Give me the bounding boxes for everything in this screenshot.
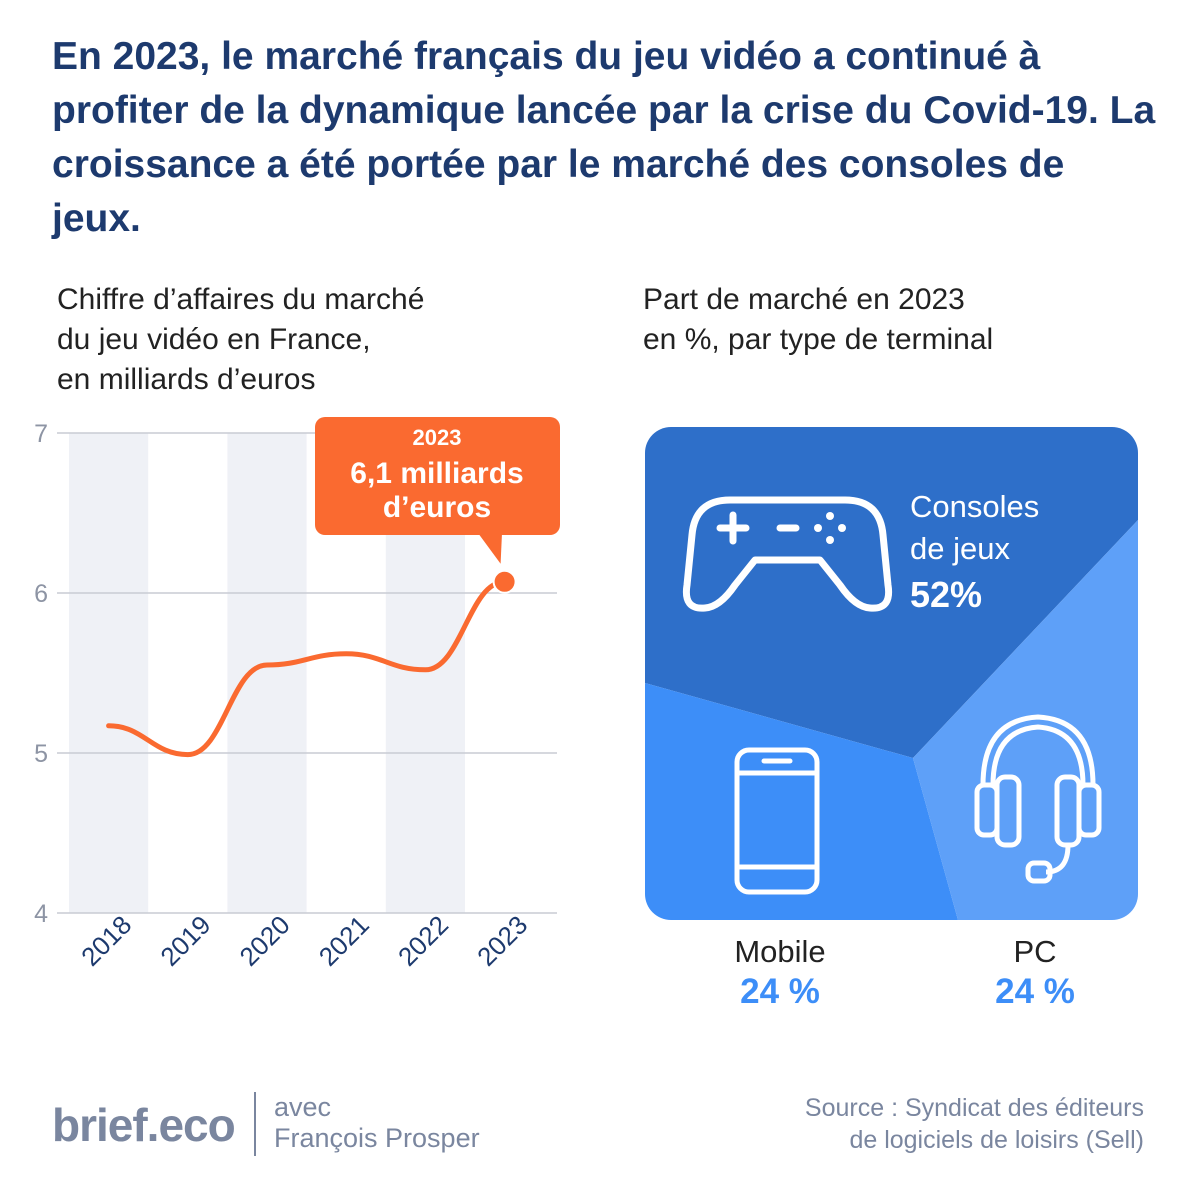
mobile-value: 24 % bbox=[740, 972, 820, 1011]
callout-pointer bbox=[478, 533, 502, 564]
pc-value: 24 % bbox=[995, 972, 1075, 1011]
footer-credit-line: François Prosper bbox=[274, 1123, 480, 1153]
x-tick-label: 2022 bbox=[392, 910, 454, 972]
pie-chart-subtitle-line: en %, par type de terminal bbox=[643, 323, 994, 356]
year-band bbox=[227, 433, 307, 913]
mobile-label: Mobile 24 % bbox=[700, 933, 860, 1013]
source-line: Source : Syndicat des éditeurs bbox=[804, 1094, 1144, 1122]
year-band bbox=[69, 433, 149, 913]
consoles-value: 52% bbox=[910, 574, 983, 615]
consoles-name: Consoles de jeux bbox=[910, 486, 1039, 570]
headset-icon bbox=[974, 714, 1102, 884]
line-chart-subtitle-line: du jeu vidéo en France, bbox=[57, 323, 371, 356]
pie-slice-mobile bbox=[645, 683, 958, 920]
footer-credit-line: avec bbox=[274, 1092, 332, 1122]
pie-chart-subtitle-line: Part de marché en 2023 bbox=[643, 283, 965, 316]
smartphone-icon bbox=[734, 747, 820, 895]
callout-year: 2023 bbox=[413, 425, 462, 450]
callout-text: 6,1 milliards bbox=[350, 457, 523, 490]
x-tick-label: 2019 bbox=[154, 910, 216, 972]
line-chart-subtitle-line: en milliards d’euros bbox=[57, 363, 316, 396]
end-point bbox=[492, 569, 517, 594]
brand-logo: brief.eco bbox=[52, 1099, 236, 1151]
pc-label: PC 24 % bbox=[955, 933, 1115, 1013]
pie-chart-subtitle: Part de marché en 2023 en %, par type de… bbox=[643, 280, 993, 360]
headline: En 2023, le marché français du jeu vidéo… bbox=[52, 35, 1156, 240]
x-tick-label: 2023 bbox=[471, 910, 533, 972]
gamepad-icon bbox=[682, 496, 893, 612]
y-tick-label: 5 bbox=[34, 740, 48, 768]
callout-text: d’euros bbox=[383, 491, 491, 524]
footer-credit: avec François Prosper bbox=[274, 1092, 480, 1154]
revenue-line-chart: 4 5 6 7 2018 2019 2020 2021 2022 2023 2023 6,1 m… bbox=[34, 417, 560, 972]
line-chart-subtitle: Chiffre d’affaires du marché du jeu vidé… bbox=[57, 280, 424, 400]
footer-divider bbox=[254, 1092, 256, 1156]
pc-name: PC bbox=[1013, 934, 1057, 969]
callout-box bbox=[315, 417, 560, 535]
x-tick-label: 2021 bbox=[313, 910, 375, 972]
consoles-name-line: Consoles bbox=[910, 489, 1040, 524]
callout-2023: 2023 6,1 milliards d’euros bbox=[315, 417, 560, 564]
source-line: de logiciels de loisirs (Sell) bbox=[849, 1126, 1144, 1154]
mobile-name: Mobile bbox=[734, 934, 826, 969]
y-tick-label: 7 bbox=[34, 420, 48, 448]
x-tick-label: 2018 bbox=[75, 910, 137, 972]
y-tick-label: 4 bbox=[34, 900, 48, 928]
consoles-label: Consoles de jeux 52% bbox=[910, 486, 1039, 616]
line-chart-subtitle-line: Chiffre d’affaires du marché bbox=[57, 283, 425, 316]
consoles-name-line: de jeux bbox=[910, 531, 1010, 566]
market-share-chart bbox=[645, 427, 1138, 920]
y-tick-label: 6 bbox=[34, 580, 48, 608]
revenue-series-line bbox=[106, 579, 508, 758]
source-note: Source : Syndicat des éditeurs de logici… bbox=[805, 1092, 1144, 1156]
x-tick-label: 2020 bbox=[234, 910, 296, 972]
